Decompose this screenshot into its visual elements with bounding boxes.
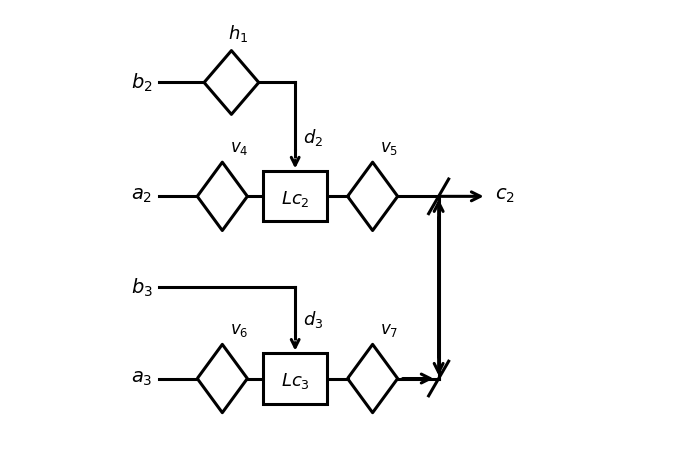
Text: $Lc_3$: $Lc_3$ — [281, 371, 309, 391]
Text: $v_6$: $v_6$ — [230, 322, 248, 339]
Text: $v_5$: $v_5$ — [380, 140, 399, 157]
Text: $h_1$: $h_1$ — [228, 23, 248, 44]
Bar — [263, 354, 327, 403]
Text: $Lc_2$: $Lc_2$ — [281, 189, 309, 209]
Text: $b_3$: $b_3$ — [131, 276, 153, 299]
Text: $d_3$: $d_3$ — [303, 309, 324, 330]
Text: $d_2$: $d_2$ — [303, 127, 324, 148]
Text: $v_4$: $v_4$ — [230, 140, 248, 157]
Bar — [263, 171, 327, 221]
Text: $b_2$: $b_2$ — [131, 71, 153, 94]
Text: $a_2$: $a_2$ — [131, 187, 152, 206]
Text: $v_7$: $v_7$ — [380, 322, 399, 339]
Text: $a_3$: $a_3$ — [131, 369, 153, 388]
Text: $c_2$: $c_2$ — [495, 187, 514, 206]
